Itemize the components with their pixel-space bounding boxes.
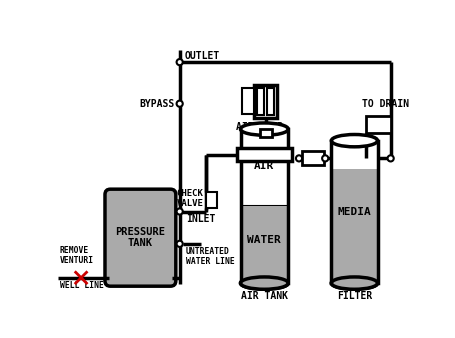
Text: INLET: INLET (186, 214, 215, 224)
Text: OUTLET: OUTLET (184, 51, 220, 62)
Text: AIR PUMP: AIR PUMP (236, 122, 283, 132)
Ellipse shape (331, 135, 378, 147)
Text: UNTREATED
WATER LINE: UNTREATED WATER LINE (186, 247, 235, 266)
Ellipse shape (241, 277, 288, 289)
Text: REMOVE
VENTURI: REMOVE VENTURI (60, 246, 94, 265)
Text: AIR: AIR (254, 161, 274, 171)
FancyBboxPatch shape (105, 189, 176, 286)
Bar (331, 169, 378, 283)
Ellipse shape (331, 277, 378, 289)
Circle shape (322, 155, 328, 162)
Text: BYPASS: BYPASS (140, 99, 175, 109)
Bar (241, 129, 288, 283)
Bar (267, 88, 273, 115)
Bar (331, 141, 378, 283)
Ellipse shape (241, 277, 288, 289)
Ellipse shape (241, 123, 288, 135)
Circle shape (177, 209, 183, 215)
Circle shape (296, 155, 302, 162)
Circle shape (177, 59, 183, 65)
Bar (242, 88, 254, 115)
Text: AIR TANK: AIR TANK (241, 291, 288, 301)
Bar (366, 116, 391, 133)
Text: FILTER: FILTER (337, 291, 372, 301)
Ellipse shape (331, 277, 378, 289)
Text: MEDIA: MEDIA (338, 207, 371, 217)
Circle shape (177, 101, 183, 107)
Text: WATER: WATER (248, 235, 281, 245)
Bar (254, 85, 278, 118)
Bar (302, 151, 324, 165)
Bar (206, 192, 217, 208)
Bar (258, 88, 264, 115)
Bar (237, 148, 292, 161)
Circle shape (177, 241, 183, 247)
Text: PRESSURE
TANK: PRESSURE TANK (116, 227, 166, 248)
Text: TO DRAIN: TO DRAIN (362, 99, 409, 109)
Text: WELL LINE: WELL LINE (60, 281, 103, 290)
Bar (241, 206, 288, 283)
Circle shape (388, 155, 394, 162)
Text: CHECK
VALVE: CHECK VALVE (177, 189, 203, 208)
Bar (260, 129, 272, 137)
